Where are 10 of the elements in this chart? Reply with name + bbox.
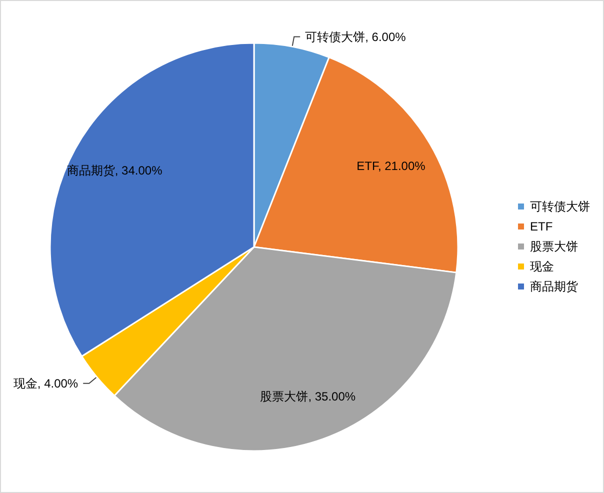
data-label: ETF, 21.00% xyxy=(356,159,426,173)
legend-label: ETF xyxy=(530,220,553,234)
data-label: 现金, 4.00% xyxy=(13,376,78,390)
legend-label: 可转债大饼 xyxy=(530,200,590,214)
data-label: 商品期货, 34.00% xyxy=(66,163,163,178)
legend-label: 现金 xyxy=(530,260,554,274)
data-label: 可转债大饼, 6.00% xyxy=(305,30,406,44)
legend-label: 商品期货 xyxy=(530,280,578,294)
data-label: 股票大饼, 35.00% xyxy=(260,390,356,404)
legend-label: 股票大饼 xyxy=(530,240,578,254)
